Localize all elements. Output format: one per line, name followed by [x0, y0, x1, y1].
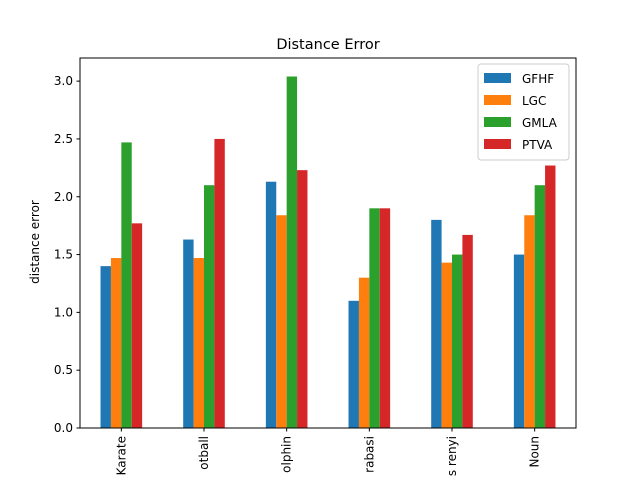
x-tick-label-olphin: olphin [280, 436, 294, 473]
y-tick-label: 2.0 [54, 190, 73, 204]
bar-gfhf-noun [513, 254, 525, 428]
x-tick-label-karate: Karate [114, 436, 128, 475]
x-axis: Karate otball olphin rabasi s renyi Noun [114, 428, 542, 476]
bar-gfhf-otball [183, 239, 194, 428]
y-tick-label: 3.0 [54, 74, 73, 88]
bar-gfhf-s-renyi [431, 219, 442, 428]
y-axis-label: distance error [28, 200, 42, 284]
bar-ptva-karate [131, 223, 143, 428]
bar-lgc-s-renyi [441, 262, 452, 428]
bar-lgc-rabasi [358, 277, 370, 428]
bar-gmla-otball [204, 185, 215, 428]
x-tick-label-otball: otball [197, 436, 211, 470]
bar-gmla-rabasi [369, 208, 380, 428]
y-tick-label: 0.5 [54, 363, 73, 377]
bar-gfhf-karate [100, 266, 111, 428]
legend-box [477, 63, 570, 161]
bar-lgc-karate [110, 258, 122, 428]
bar-gmla-karate [121, 142, 132, 428]
y-tick-label: 1.0 [54, 305, 73, 319]
legend-label-ptva: PTVA [522, 138, 553, 152]
bar-ptva-s-renyi [462, 234, 473, 428]
bar-ptva-noun [545, 165, 556, 428]
plot-frame [79, 57, 577, 429]
bar-gfhf-rabasi [348, 300, 359, 428]
bar-lgc-otball [193, 258, 204, 428]
legend-swatch-gfhf [484, 73, 511, 83]
legend: GFHF LGC GMLA PTVA [477, 63, 570, 161]
bars-group [100, 76, 556, 428]
legend-label-gfhf: GFHF [522, 72, 554, 86]
bar-gmla-noun [534, 185, 546, 428]
legend-swatch-lgc [484, 95, 511, 105]
chart-title: Distance Error [276, 37, 379, 53]
bar-ptva-rabasi [379, 208, 391, 428]
y-tick-label: 0.0 [54, 421, 73, 435]
legend-label-gmla: GMLA [522, 116, 558, 130]
bar-lgc-noun [524, 215, 535, 428]
bar-gmla-olphin [286, 76, 298, 428]
y-tick-label: 1.5 [54, 248, 73, 262]
x-tick-label-rabasi: rabasi [362, 436, 376, 473]
legend-label-lgc: LGC [522, 94, 546, 108]
legend-swatch-ptva [484, 139, 511, 149]
y-axis: 0.0 0.5 1.0 1.5 2.0 2.5 3.0 [54, 74, 80, 435]
x-tick-label-noun: Noun [528, 436, 542, 468]
bar-lgc-olphin [276, 215, 287, 428]
legend-swatch-gmla [484, 117, 511, 127]
bar-ptva-otball [214, 138, 225, 428]
bar-ptva-olphin [297, 170, 308, 428]
x-tick-label-s-renyi: s renyi [445, 436, 459, 476]
bar-gfhf-olphin [265, 181, 277, 428]
y-tick-label: 2.5 [54, 132, 73, 146]
bar-gmla-s-renyi [452, 254, 463, 428]
